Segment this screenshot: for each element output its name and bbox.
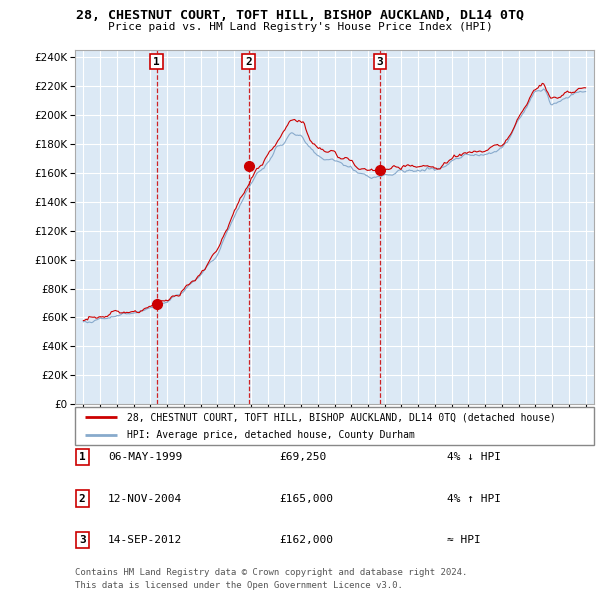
Text: 1: 1 [79, 453, 86, 462]
Text: £162,000: £162,000 [279, 535, 333, 545]
Text: 4% ↑ HPI: 4% ↑ HPI [447, 494, 501, 503]
Text: Contains HM Land Registry data © Crown copyright and database right 2024.: Contains HM Land Registry data © Crown c… [75, 568, 467, 576]
Text: £69,250: £69,250 [279, 453, 326, 462]
Text: £165,000: £165,000 [279, 494, 333, 503]
Text: 3: 3 [79, 535, 86, 545]
Text: 06-MAY-1999: 06-MAY-1999 [108, 453, 182, 462]
Text: HPI: Average price, detached house, County Durham: HPI: Average price, detached house, Coun… [127, 430, 415, 440]
Text: 2: 2 [79, 494, 86, 503]
Text: 3: 3 [376, 57, 383, 67]
Text: Price paid vs. HM Land Registry's House Price Index (HPI): Price paid vs. HM Land Registry's House … [107, 22, 493, 32]
Text: 12-NOV-2004: 12-NOV-2004 [108, 494, 182, 503]
Text: 2: 2 [245, 57, 252, 67]
Text: This data is licensed under the Open Government Licence v3.0.: This data is licensed under the Open Gov… [75, 581, 403, 589]
Text: 1: 1 [153, 57, 160, 67]
Text: 28, CHESTNUT COURT, TOFT HILL, BISHOP AUCKLAND, DL14 0TQ (detached house): 28, CHESTNUT COURT, TOFT HILL, BISHOP AU… [127, 412, 556, 422]
FancyBboxPatch shape [75, 407, 594, 445]
Text: 28, CHESTNUT COURT, TOFT HILL, BISHOP AUCKLAND, DL14 0TQ: 28, CHESTNUT COURT, TOFT HILL, BISHOP AU… [76, 9, 524, 22]
Text: 14-SEP-2012: 14-SEP-2012 [108, 535, 182, 545]
Text: 4% ↓ HPI: 4% ↓ HPI [447, 453, 501, 462]
Text: ≈ HPI: ≈ HPI [447, 535, 481, 545]
